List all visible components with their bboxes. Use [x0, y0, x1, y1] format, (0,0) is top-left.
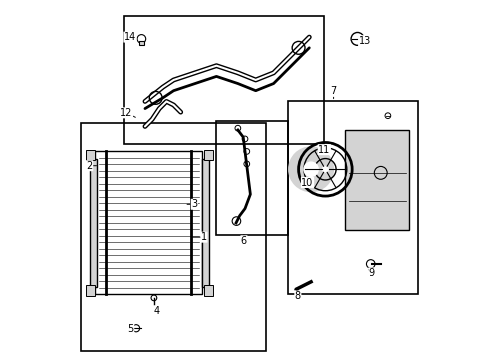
Circle shape	[322, 166, 329, 173]
Bar	[204, 285, 213, 296]
Circle shape	[304, 162, 318, 176]
Bar	[86, 285, 95, 296]
Text: 2: 2	[86, 161, 93, 171]
Bar	[217, 121, 288, 235]
Text: 1: 1	[201, 232, 207, 242]
Bar	[86, 150, 95, 160]
Text: 13: 13	[359, 36, 371, 46]
Bar	[81, 123, 267, 351]
Text: 5: 5	[127, 324, 134, 334]
Text: 7: 7	[330, 86, 337, 96]
Bar	[139, 41, 144, 45]
Bar	[95, 152, 202, 294]
Text: 8: 8	[295, 291, 301, 301]
Text: 14: 14	[124, 32, 136, 42]
Bar	[202, 158, 209, 287]
Text: 4: 4	[153, 306, 159, 316]
Bar	[288, 102, 418, 294]
Bar	[123, 16, 323, 144]
Bar	[345, 130, 409, 230]
Text: 11: 11	[318, 145, 330, 155]
Text: 3: 3	[191, 199, 197, 209]
Text: 6: 6	[241, 236, 247, 246]
Text: 12: 12	[120, 108, 133, 118]
Circle shape	[289, 147, 333, 192]
Bar	[90, 158, 97, 287]
Bar	[204, 150, 213, 160]
Text: 9: 9	[369, 268, 375, 278]
Text: 10: 10	[301, 177, 314, 188]
